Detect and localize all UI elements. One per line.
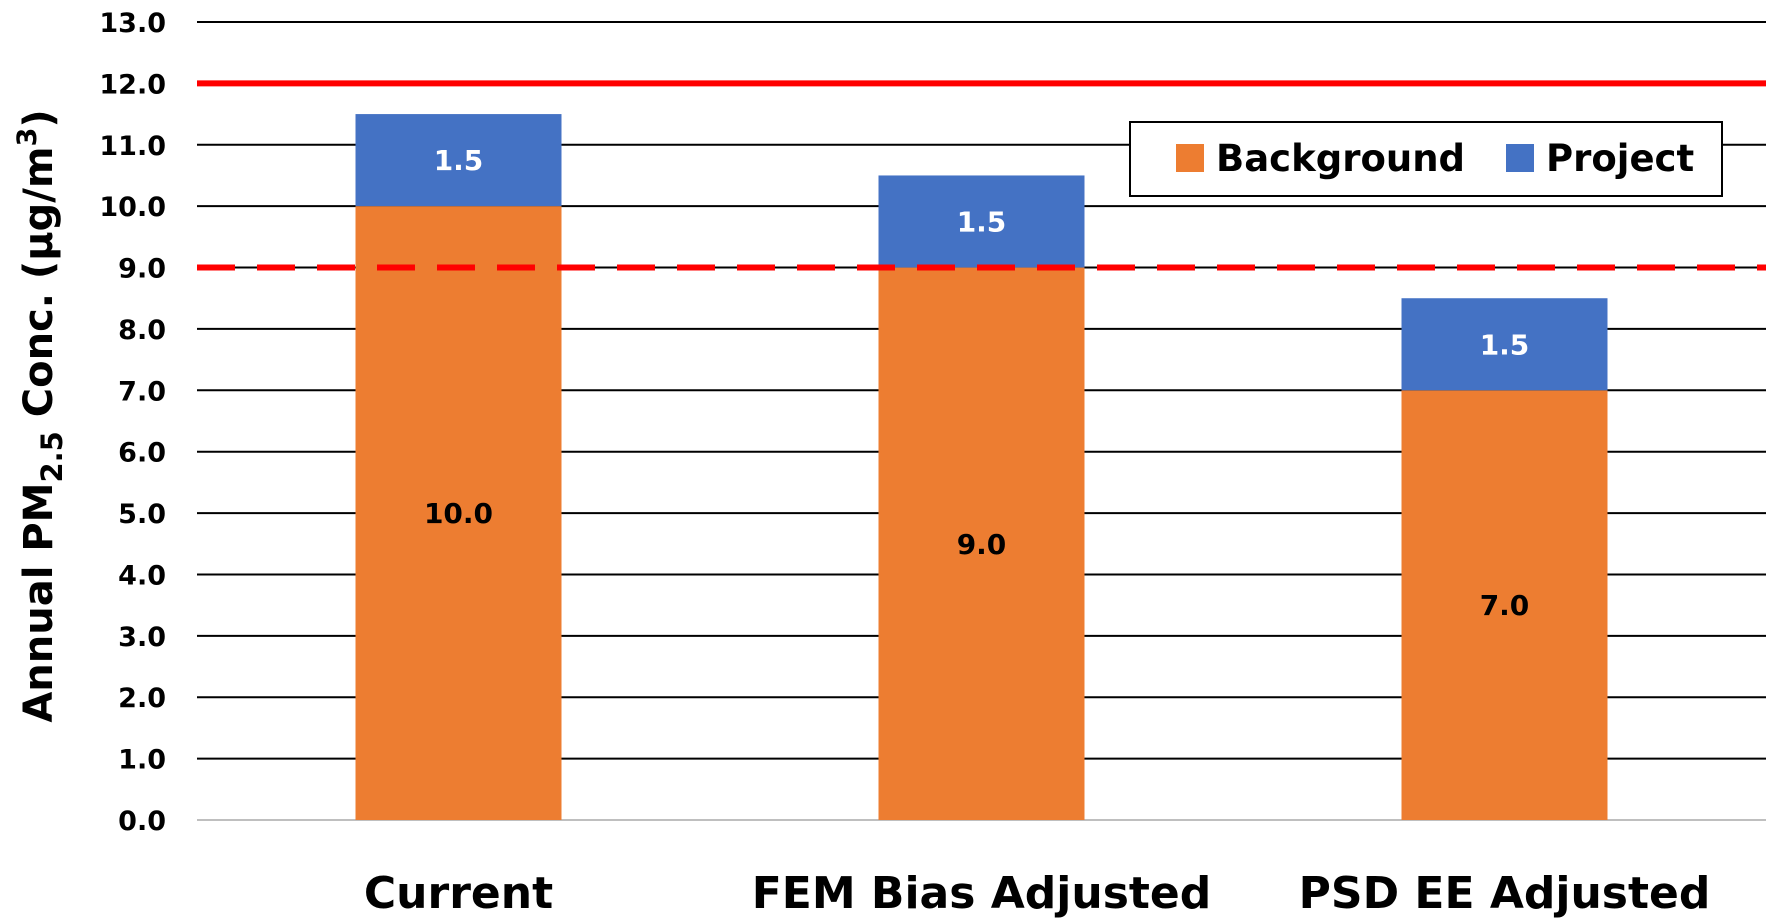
data-label-background: 10.0 <box>424 497 493 530</box>
y-tick-label: 10.0 <box>99 192 166 223</box>
legend-label-project: Project <box>1546 137 1694 180</box>
reference-lines <box>197 80 1766 271</box>
x-category-label: PSD EE Adjusted <box>1299 868 1711 919</box>
y-axis-title: Annual PM2.5 Conc. (μg/m3) <box>12 109 69 722</box>
y-axis-title-middle: Conc. (μg/m <box>16 146 62 431</box>
bars <box>355 114 1608 821</box>
bar-project <box>1401 298 1608 391</box>
y-tick-label: 1.0 <box>118 745 166 776</box>
legend-label-background: Background <box>1216 137 1465 180</box>
y-tick-label: 5.0 <box>118 499 166 530</box>
y-tick-label: 9.0 <box>118 254 166 285</box>
legend: Background Project <box>1129 121 1723 197</box>
y-tick-label: 8.0 <box>118 315 166 346</box>
bar-background <box>878 267 1085 820</box>
x-axis-category-labels: Current FEM Bias Adjusted PSD EE Adjusted <box>364 868 1710 919</box>
y-tick-label: 4.0 <box>118 560 166 591</box>
x-category-label: FEM Bias Adjusted <box>752 868 1212 919</box>
y-tick-label: 0.0 <box>118 806 166 837</box>
y-tick-label: 7.0 <box>118 376 166 407</box>
y-axis-title-subscript: 2.5 <box>35 431 69 482</box>
data-label-background: 7.0 <box>1480 589 1530 622</box>
bar-project <box>355 114 562 207</box>
bar-background <box>1401 390 1608 820</box>
legend-swatch-background <box>1176 144 1204 172</box>
y-tick-label: 11.0 <box>99 131 166 162</box>
x-category-label: Current <box>364 868 553 919</box>
y-tick-label: 12.0 <box>99 69 166 100</box>
data-label-background: 9.0 <box>957 528 1007 561</box>
y-axis-tick-labels: 0.0 1.0 2.0 3.0 4.0 5.0 6.0 7.0 8.0 9.0 10.0 11.0 12… <box>99 8 166 837</box>
bar-value-labels: 10.0 1.5 9.0 1.5 7.0 1.5 <box>424 144 1529 622</box>
data-label-project: 1.5 <box>957 206 1007 239</box>
y-tick-label: 13.0 <box>99 8 166 39</box>
y-axis-title-prefix: Annual PM <box>16 483 62 723</box>
y-tick-label: 6.0 <box>118 438 166 469</box>
y-tick-label: 3.0 <box>118 622 166 653</box>
data-label-project: 1.5 <box>434 144 484 177</box>
legend-box <box>1129 121 1723 197</box>
y-axis-title-suffix: ) <box>16 109 62 127</box>
legend-swatch-project <box>1506 144 1534 172</box>
bar-background <box>355 206 562 821</box>
bar-project <box>878 175 1085 268</box>
y-axis-title-superscript: 3 <box>12 128 43 147</box>
y-tick-label: 2.0 <box>118 683 166 714</box>
data-label-project: 1.5 <box>1480 328 1530 361</box>
